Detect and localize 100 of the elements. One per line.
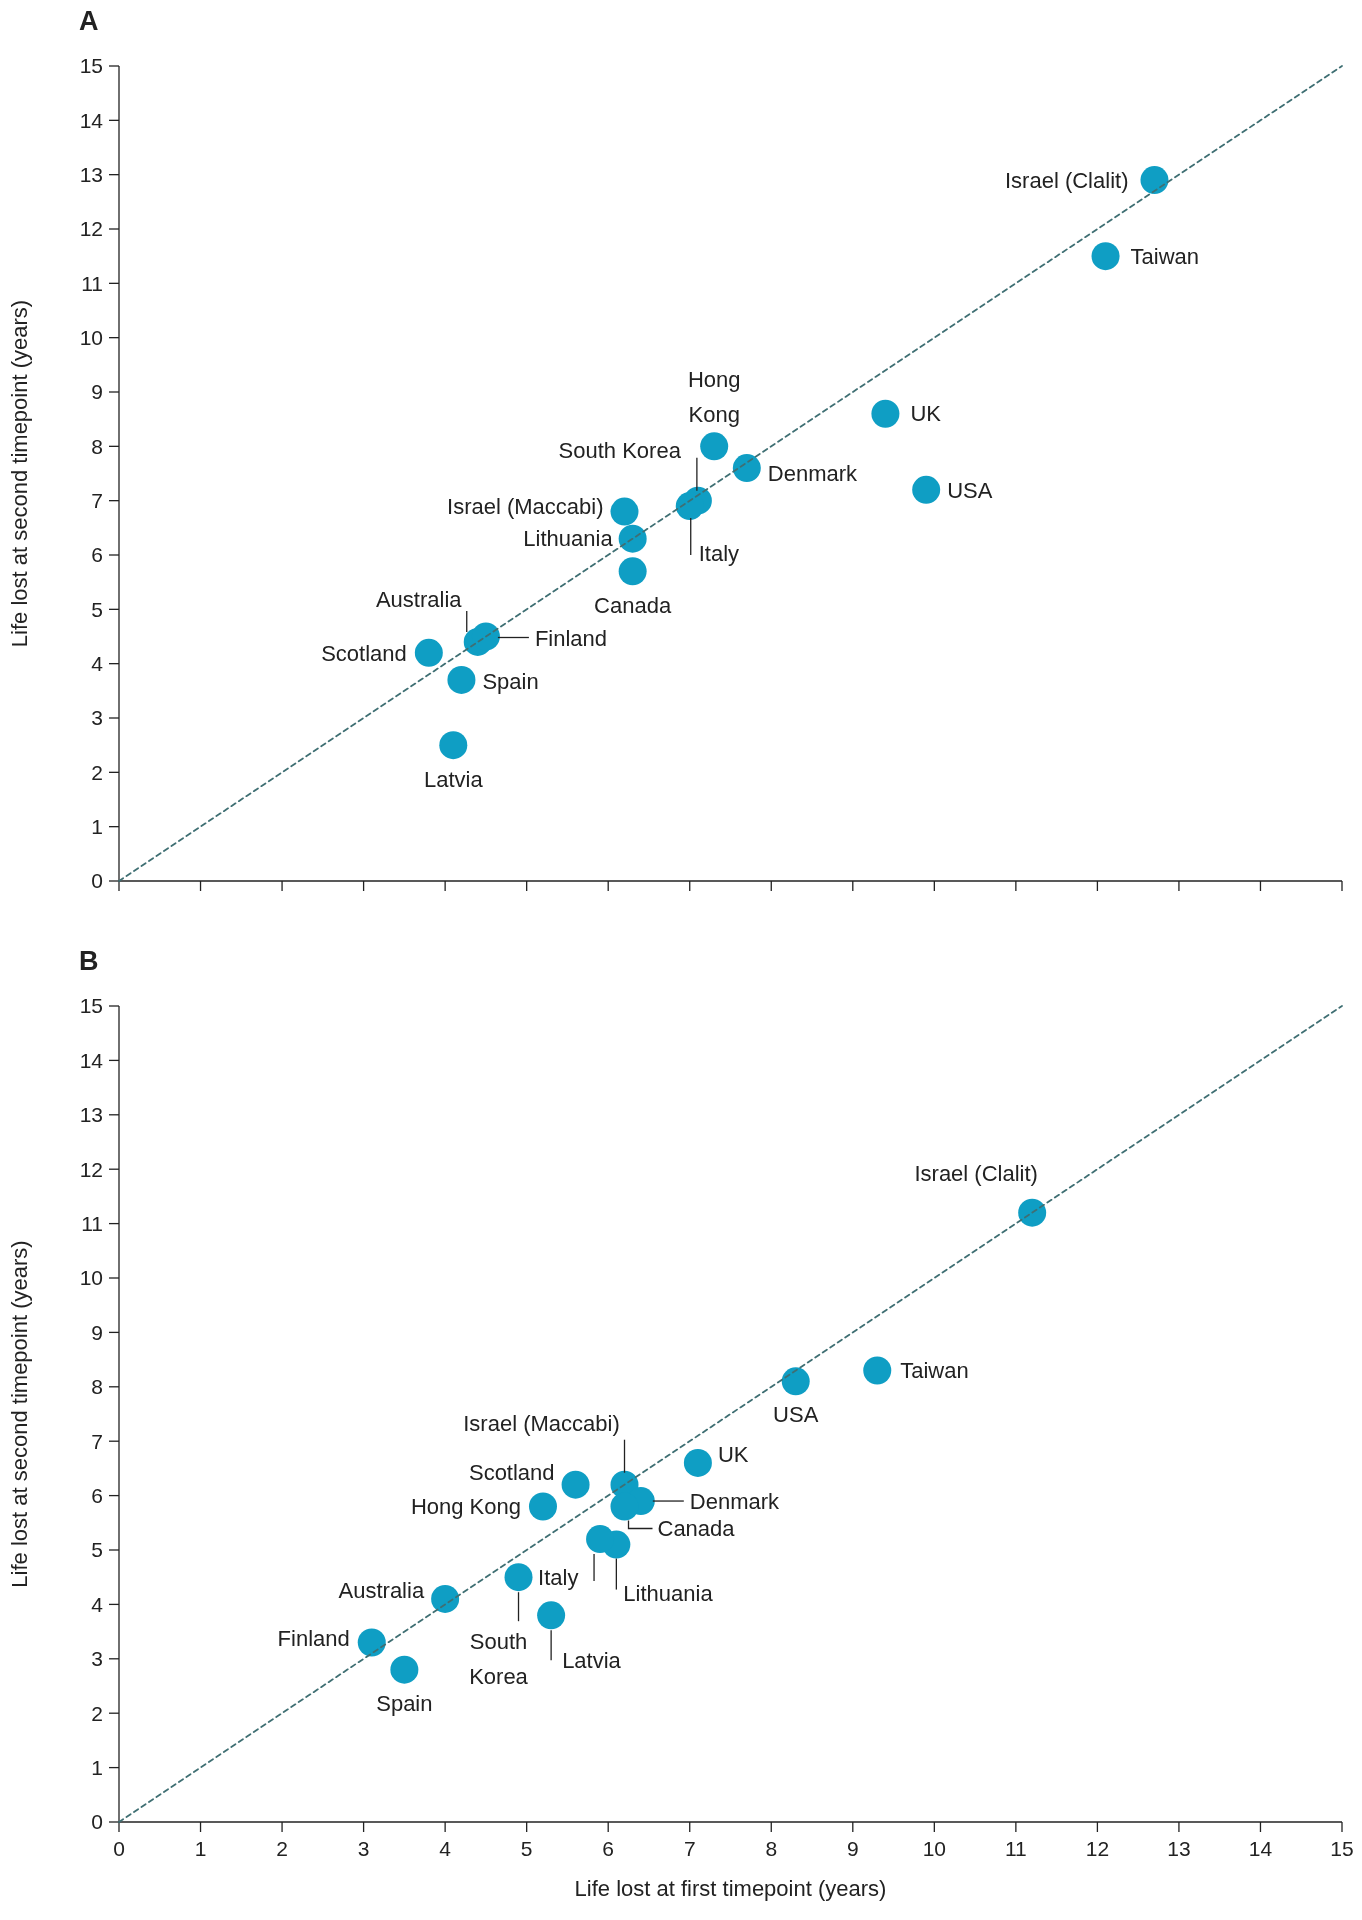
chart-title: B bbox=[79, 946, 99, 976]
y-tick-label: 3 bbox=[91, 1647, 103, 1671]
annotation: Lithuania bbox=[623, 1581, 714, 1607]
point bbox=[586, 1525, 615, 1554]
x-tick-label: 3 bbox=[357, 1837, 370, 1860]
point bbox=[732, 454, 761, 483]
x-axis-title: Life lost at first timepoint (years) bbox=[574, 1876, 887, 1901]
point bbox=[537, 1601, 566, 1630]
y-tick-label: 7 bbox=[91, 489, 103, 513]
y-tick-label: 2 bbox=[91, 760, 103, 784]
annotation: Finland bbox=[277, 1626, 350, 1652]
x-tick-label: 13 bbox=[1167, 1837, 1191, 1860]
annotation: Spain bbox=[482, 668, 539, 694]
annotation: South Korea bbox=[558, 438, 682, 464]
x-tick-label: 6 bbox=[602, 1837, 615, 1860]
y-tick-label: 4 bbox=[91, 652, 104, 676]
annotation: USA bbox=[773, 1402, 819, 1428]
point bbox=[1091, 242, 1120, 271]
y-tick-label: 8 bbox=[91, 1375, 103, 1399]
annotation: Taiwan bbox=[900, 1358, 969, 1384]
y-tick-label: 9 bbox=[91, 380, 103, 404]
annotation: Latvia bbox=[562, 1647, 622, 1673]
x-tick-label: 11 bbox=[1004, 1837, 1027, 1860]
point bbox=[610, 1492, 639, 1521]
point bbox=[561, 1470, 590, 1499]
y-tick-label: 15 bbox=[79, 994, 103, 1018]
y-tick-label: 6 bbox=[91, 543, 103, 567]
x-tick-label: 1 bbox=[194, 1837, 207, 1860]
y-tick-label: 14 bbox=[79, 108, 104, 132]
annotation: Denmark bbox=[767, 460, 859, 486]
x-tick-label: 14 bbox=[1248, 1837, 1273, 1860]
point bbox=[528, 1492, 557, 1521]
y-tick-label: 3 bbox=[91, 706, 103, 730]
y-tick-label: 1 bbox=[91, 815, 103, 839]
y-tick-label: 0 bbox=[91, 1810, 103, 1834]
point bbox=[610, 497, 639, 526]
x-tick-label: 9 bbox=[846, 1837, 859, 1860]
point bbox=[447, 665, 476, 694]
x-tick-label: 15 bbox=[1330, 1837, 1354, 1860]
annotation: Canada bbox=[657, 1516, 736, 1542]
annotation: Lithuania bbox=[523, 526, 614, 552]
annotation: Australia bbox=[338, 1577, 425, 1603]
point bbox=[390, 1655, 419, 1684]
x-tick-label: 10 bbox=[922, 1837, 947, 1860]
x-tick-label: 5 bbox=[520, 1837, 533, 1860]
x-tick-label: 7 bbox=[683, 1837, 696, 1860]
annotation: Latvia bbox=[423, 766, 484, 792]
annotation: Taiwan bbox=[1130, 243, 1200, 269]
annotation: Finland bbox=[534, 626, 608, 652]
annotation: Israel (Clalit) bbox=[1005, 167, 1129, 193]
point bbox=[618, 524, 647, 553]
point bbox=[471, 622, 500, 651]
y-tick-label: 13 bbox=[79, 163, 103, 187]
annotation: USA bbox=[947, 477, 993, 503]
y-tick-label: 4 bbox=[91, 1592, 104, 1616]
annotation: Italy bbox=[538, 1564, 579, 1590]
y-tick-label: 6 bbox=[91, 1483, 103, 1507]
y-tick-label: 11 bbox=[81, 271, 103, 295]
annotation: Hong Kong bbox=[410, 1494, 521, 1520]
y-tick-label: 7 bbox=[91, 1429, 103, 1453]
point bbox=[781, 1367, 810, 1396]
y-tick-label: 10 bbox=[79, 1266, 103, 1290]
chart-title: A bbox=[79, 6, 99, 36]
y-tick-label: 0 bbox=[91, 869, 103, 893]
y-tick-label: 12 bbox=[79, 217, 103, 241]
annotation: Israel (Maccabi) bbox=[463, 1411, 620, 1437]
y-tick-label: 10 bbox=[79, 326, 103, 350]
point bbox=[618, 557, 647, 586]
y-tick-label: 12 bbox=[79, 1157, 103, 1181]
annotation: Italy bbox=[698, 540, 740, 566]
y-axis-title: Life lost at second timepoint (years) bbox=[7, 299, 32, 648]
annotation: South Korea bbox=[469, 1628, 529, 1690]
y-tick-label: 1 bbox=[91, 1755, 103, 1779]
x-tick-label: 2 bbox=[276, 1837, 288, 1860]
annotation: UK bbox=[717, 1441, 749, 1467]
point bbox=[357, 1628, 386, 1657]
x-tick-label: 4 bbox=[439, 1837, 452, 1860]
annotation: Denmark bbox=[689, 1488, 781, 1514]
annotation: Israel (Maccabi) bbox=[447, 494, 604, 520]
y-tick-label: 15 bbox=[79, 54, 103, 78]
point bbox=[863, 1356, 892, 1385]
point bbox=[439, 731, 468, 760]
x-tick-label: 12 bbox=[1085, 1837, 1110, 1860]
annotation: Israel (Clalit) bbox=[914, 1161, 1038, 1187]
point bbox=[871, 399, 900, 428]
point bbox=[1018, 1198, 1047, 1227]
point bbox=[912, 475, 941, 504]
annotation: Australia bbox=[375, 586, 463, 612]
point bbox=[431, 1584, 460, 1613]
point bbox=[1140, 166, 1169, 195]
x-tick-label: 0 bbox=[113, 1837, 125, 1860]
point bbox=[414, 638, 443, 667]
y-axis-title: Life lost at second timepoint (years) bbox=[7, 1240, 32, 1588]
annotation: UK bbox=[910, 401, 942, 427]
y-tick-label: 5 bbox=[91, 1538, 103, 1562]
point bbox=[675, 492, 704, 521]
y-tick-label: 13 bbox=[79, 1103, 103, 1127]
point bbox=[683, 1448, 712, 1477]
y-tick-label: 14 bbox=[79, 1048, 104, 1072]
y-tick-label: 5 bbox=[91, 597, 103, 621]
